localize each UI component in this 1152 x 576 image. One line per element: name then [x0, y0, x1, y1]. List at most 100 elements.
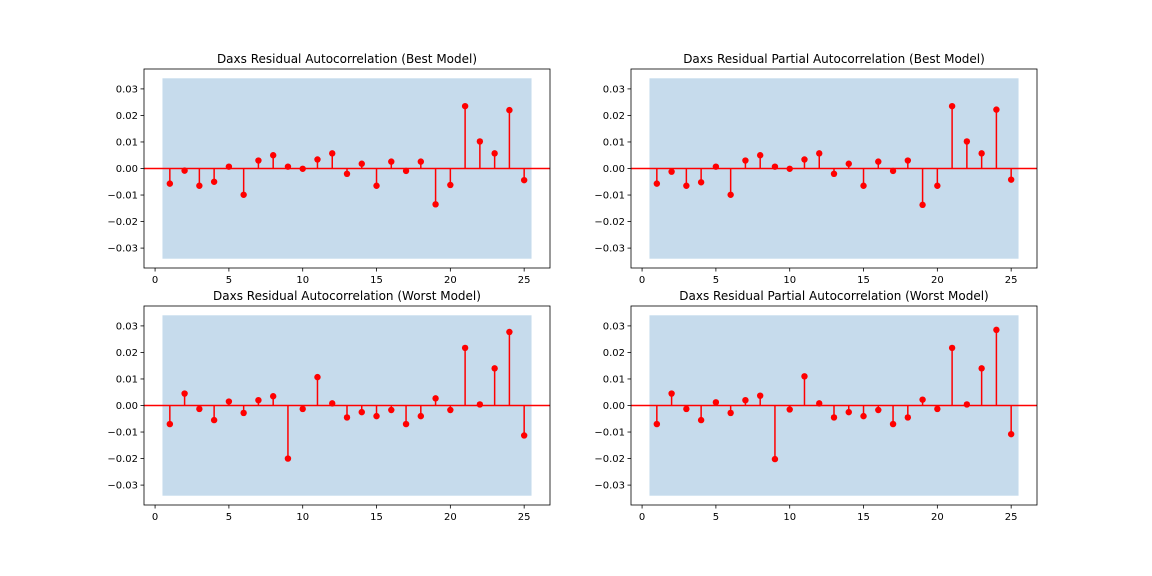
- pacf-best-point-7: [742, 157, 749, 164]
- pacf-best-point-11: [801, 156, 808, 163]
- acf-best-point-13: [343, 170, 351, 178]
- pacf-worst-point-17: [889, 420, 897, 428]
- pacf-best-ytick-label-0: −0.03: [594, 244, 625, 255]
- pacf-worst-point-23: [978, 365, 985, 372]
- acf-best-point-9: [284, 163, 292, 170]
- pacf-best-xtick-label-25: 25: [1005, 275, 1018, 286]
- acf-best-ytick-label-0: −0.03: [107, 244, 138, 255]
- acf-best-point-2: [181, 167, 188, 174]
- acf-worst-point-16: [388, 406, 395, 414]
- acf-best-point-7: [255, 157, 262, 164]
- acf-best-point-4: [210, 178, 218, 185]
- pacf-best-point-25: [1007, 176, 1015, 183]
- pacf-best-point-1: [653, 180, 661, 187]
- pacf-best-point-15: [860, 182, 867, 189]
- pacf-worst-point-18: [904, 414, 912, 421]
- pacf-worst-ytick-label-3: 0.00: [603, 401, 625, 412]
- acf-worst-xtick-label-25: 25: [518, 512, 531, 523]
- acf-best-ytick-label-2: −0.01: [107, 191, 138, 202]
- acf-best-point-17: [402, 167, 410, 175]
- acf-best-point-19: [432, 201, 439, 208]
- pacf-best-ytick-label-4: 0.01: [603, 137, 625, 148]
- pacf-worst-point-1: [653, 420, 661, 428]
- acf-worst-point-25: [520, 432, 528, 439]
- pacf-worst-xtick-label-25: 25: [1005, 512, 1018, 523]
- pacf-worst-point-13: [830, 414, 838, 421]
- pacf-best-point-6: [727, 191, 734, 198]
- acf-worst-xtick-label-5: 5: [226, 512, 232, 523]
- acf-worst-point-12: [329, 400, 336, 407]
- pacf-worst-ytick-label-0: −0.03: [594, 481, 625, 492]
- acf-best-point-6: [240, 191, 247, 198]
- pacf-best-point-2: [668, 168, 675, 175]
- acf-worst-point-4: [210, 416, 218, 424]
- pacf-best-chart: 0 5 10 15 20 25 −0.03 −0.02 −0.01 0.00 0.01 0.02 0.0…: [594, 52, 1038, 286]
- acf-worst-point-13: [343, 414, 351, 421]
- pacf-best-point-14: [845, 160, 852, 167]
- pacf-best-point-8: [756, 152, 764, 159]
- pacf-worst-point-3: [683, 405, 690, 413]
- pacf-worst-point-7: [742, 396, 749, 404]
- pacf-best-point-3: [683, 182, 690, 189]
- acf-worst-point-15: [373, 412, 380, 420]
- acf-worst-ytick-label-3: 0.00: [116, 401, 138, 412]
- pacf-worst-xtick-label-10: 10: [783, 512, 796, 523]
- pacf-worst-point-16: [875, 406, 882, 414]
- acf-best-chart: 0 5 10 15 20 25 −0.03 −0.02 −0.01 0.00 0.01 0.02 0.0…: [107, 52, 551, 286]
- acf-best-point-8: [269, 152, 277, 159]
- acf-worst-title: Daxs Residual Autocorrelation (Worst Mod…: [213, 289, 481, 303]
- acf-best-point-10: [299, 165, 306, 172]
- acf-worst-point-11: [314, 373, 321, 381]
- pacf-worst-xtick-label-0: 0: [639, 512, 645, 523]
- acf-worst-point-17: [402, 420, 410, 428]
- acf-best-point-22: [476, 138, 484, 145]
- pacf-worst-point-12: [816, 400, 823, 407]
- pacf-best-point-17: [889, 167, 897, 175]
- acf-worst-ytick-label-5: 0.02: [116, 348, 138, 359]
- pacf-best-point-12: [816, 150, 823, 157]
- pacf-best-point-5: [712, 163, 720, 170]
- pacf-best-ytick-label-3: 0.00: [603, 164, 625, 175]
- acf-best-ytick-label-3: 0.00: [116, 164, 138, 175]
- acf-worst-xtick-label-15: 15: [370, 512, 383, 523]
- acf-best-ytick-label-5: 0.02: [116, 111, 138, 122]
- pacf-worst-point-6: [727, 409, 734, 417]
- pacf-worst-point-25: [1007, 430, 1015, 438]
- acf-best-ytick-label-6: 0.03: [116, 84, 138, 95]
- acf-best-point-16: [388, 158, 395, 165]
- acf-best-point-23: [491, 150, 498, 157]
- pacf-worst-xtick-label-20: 20: [931, 512, 944, 523]
- pacf-worst-point-24: [993, 326, 1000, 334]
- acf-worst-point-6: [240, 409, 247, 417]
- pacf-worst-point-21: [948, 344, 956, 352]
- acf-worst-point-7: [255, 396, 262, 404]
- acf-worst-point-23: [491, 365, 498, 372]
- acf-worst-xtick-label-0: 0: [152, 512, 158, 523]
- pacf-best-ytick-label-6: 0.03: [603, 84, 625, 95]
- pacf-worst-ytick-label-5: 0.02: [603, 348, 625, 359]
- acf-best-point-3: [196, 182, 203, 189]
- acf-best-point-20: [447, 181, 454, 189]
- acf-worst-ytick-label-0: −0.03: [107, 481, 138, 492]
- acf-best-xtick-label-15: 15: [370, 275, 383, 286]
- acf-best-point-21: [461, 102, 469, 110]
- pacf-worst-xtick-label-5: 5: [713, 512, 719, 523]
- pacf-best-point-9: [771, 163, 779, 170]
- acf-worst-chart: 0 5 10 15 20 25 −0.03 −0.02 −0.01 0.00 0.01 0.02 0.0…: [107, 289, 551, 523]
- acf-worst-point-10: [299, 405, 306, 413]
- pacf-worst-point-8: [756, 392, 764, 399]
- acf-best-xtick-label-20: 20: [444, 275, 457, 286]
- acf-best-point-12: [329, 150, 336, 157]
- acf-worst-xtick-label-10: 10: [296, 512, 309, 523]
- acf-worst-point-14: [358, 408, 365, 416]
- pacf-best-ytick-label-5: 0.02: [603, 111, 625, 122]
- acf-worst-point-1: [166, 420, 174, 428]
- acf-worst-point-20: [447, 406, 454, 414]
- acf-best-xtick-label-25: 25: [518, 275, 531, 286]
- acf-best-xtick-label-5: 5: [226, 275, 232, 286]
- pacf-worst-point-4: [697, 416, 705, 424]
- pacf-worst-ytick-label-4: 0.01: [603, 374, 625, 385]
- pacf-worst-point-19: [919, 396, 926, 403]
- acf-best-point-11: [314, 156, 321, 163]
